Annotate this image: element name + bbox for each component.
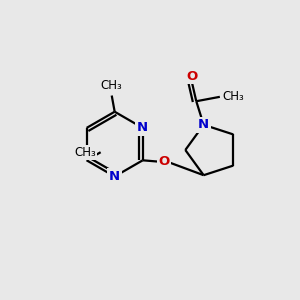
Text: CH₃: CH₃ xyxy=(74,146,96,159)
Text: O: O xyxy=(158,155,169,168)
Text: N: N xyxy=(198,118,209,131)
Text: O: O xyxy=(186,70,197,83)
Text: CH₃: CH₃ xyxy=(101,79,123,92)
Text: CH₃: CH₃ xyxy=(223,90,244,103)
Text: N: N xyxy=(137,122,148,134)
Text: O: O xyxy=(158,155,169,168)
Text: N: N xyxy=(109,170,120,183)
